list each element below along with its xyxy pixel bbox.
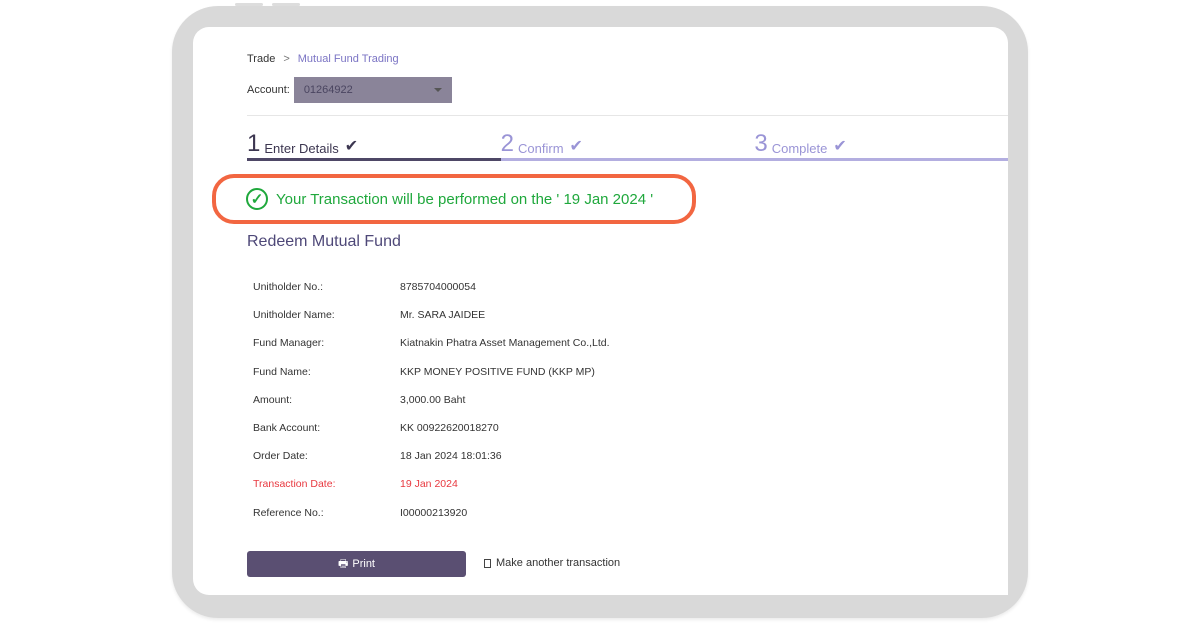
step-label: Complete [771,141,828,156]
detail-label: Amount: [253,393,293,406]
detail-label: Unitholder No.: [253,281,324,294]
check-icon: ✔ [833,138,847,155]
detail-row: Unitholder Name: Mr. SARA JAIDEE [253,301,610,329]
check-icon: ✔ [344,138,359,155]
detail-row-transaction-date: Transaction Date: 19 Jan 2024 [253,470,610,498]
step-number: 1 [247,130,261,157]
printer-icon: 🖶 [337,557,349,570]
detail-value: 18 Jan 2024 18:01:36 [400,450,502,463]
page-title: Redeem Mutual Fund [247,233,401,250]
step-complete: 3 Complete ✔ [754,131,1008,161]
detail-label: Bank Account: [253,422,321,435]
account-value: 01264922 [303,84,353,96]
step-enter-details: 1 Enter Details ✔ [247,131,501,161]
stepper: 1 Enter Details ✔ 2 Confirm ✔ 3 Complete ✔ [247,131,1008,161]
another-label: Make another transaction [496,557,621,569]
detail-label: Fund Name: [253,365,311,378]
make-another-transaction-link[interactable]: Make another transaction [484,557,620,569]
detail-row: Reference No.: I00000213920 [253,499,610,527]
account-dropdown[interactable]: 01264922 [293,77,452,103]
detail-value: I00000213920 [400,506,468,519]
detail-value: KKP MONEY POSITIVE FUND (KKP MP) [400,365,595,378]
step-number: 2 [500,130,515,157]
detail-label: Fund Manager: [253,337,325,350]
detail-label: Order Date: [253,450,308,463]
detail-row: Bank Account: KK 00922620018270 [253,414,610,442]
step-label: Enter Details [264,141,339,156]
detail-label: Reference No.: [253,506,324,519]
step-label: Confirm [518,141,564,156]
detail-row: Amount: 3,000.00 Baht [253,386,610,414]
detail-row: Fund Manager: Kiatnakin Phatra Asset Mana… [253,329,610,357]
caret-down-icon [433,88,442,92]
detail-value: Mr. SARA JAIDEE [400,309,486,322]
breadcrumb-trade[interactable]: Trade [247,53,276,65]
check-icon: ✔ [569,138,583,155]
notice-text: Your Transaction will be performed on th… [276,190,654,208]
detail-label: Transaction Date: [253,478,336,491]
tablet-button [272,3,300,6]
transaction-notice: ✓ Your Transaction will be performed on … [212,174,696,224]
detail-value: Kiatnakin Phatra Asset Management Co.,Lt… [400,337,610,350]
detail-row: Order Date: 18 Jan 2024 18:01:36 [253,442,610,470]
detail-row: Unitholder No.: 8785704000054 [253,273,610,301]
divider [247,115,1008,116]
account-selector: Account: 01264922 [247,77,452,103]
detail-value: 8785704000054 [400,281,476,294]
print-label: Print [352,558,375,570]
breadcrumb: Trade > Mutual Fund Trading [247,53,399,65]
step-confirm: 2 Confirm ✔ [500,130,755,161]
detail-label: Unitholder Name: [253,309,335,322]
tablet-button [235,3,263,6]
check-circle-icon: ✓ [246,188,268,210]
step-number: 3 [754,130,768,157]
document-icon [484,558,491,568]
detail-value: 19 Jan 2024 [400,478,458,491]
account-label: Account: [247,84,290,96]
detail-row: Fund Name: KKP MONEY POSITIVE FUND (KKP M… [253,358,610,386]
detail-value: KK 00922620018270 [400,422,499,435]
print-button[interactable]: 🖶 Print [247,551,466,577]
details-list: Unitholder No.: 8785704000054 Unitholder … [253,273,610,527]
breadcrumb-current[interactable]: Mutual Fund Trading [297,53,399,65]
detail-value: 3,000.00 Baht [400,393,466,406]
tablet-screen: Trade > Mutual Fund Trading Account: 01264… [193,27,1008,595]
chevron-right-icon: > [283,53,290,65]
